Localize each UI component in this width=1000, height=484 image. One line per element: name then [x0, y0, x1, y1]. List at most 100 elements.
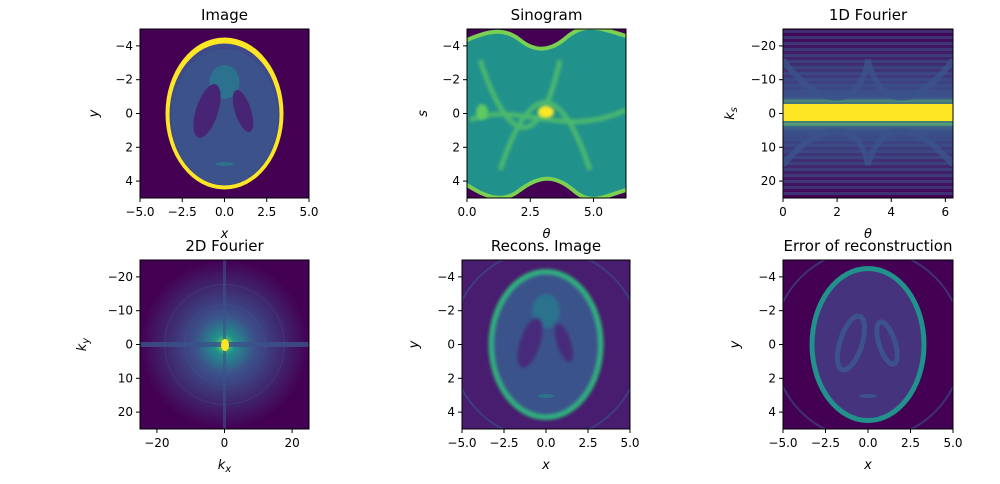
- x-tick-label: 0: [221, 436, 229, 450]
- x-tick-label: 2: [833, 205, 841, 219]
- panel-image-ylabel: y: [87, 109, 102, 118]
- phantom-small-dot: [215, 162, 234, 166]
- panel-image: Image −5.0 −2.5 0.0 2.5 5.0 −4 −2 0 2 4 x y: [87, 6, 319, 242]
- y-tick-label: −4: [442, 39, 460, 53]
- x-tick-label: −2.5: [811, 436, 840, 450]
- error-outer-ring: [809, 266, 927, 423]
- y-tick-label: −10: [751, 73, 776, 87]
- panel-image-title: Image: [201, 6, 248, 24]
- panel-image-ticks: −5.0 −2.5 0.0 2.5 5.0 −4 −2 0 2 4: [115, 39, 318, 219]
- phantom-dark-right: [232, 89, 254, 133]
- phantom-dark-left: [193, 84, 221, 138]
- panel-recons-ylabel: y: [407, 340, 422, 349]
- panel-fourier1d: 1D Fourier 0 2 4 6 −20 −10 0 10 20 θ ks: [723, 6, 954, 242]
- fourier1d-bright-band: [783, 104, 953, 121]
- y-tick-label: −20: [751, 39, 776, 53]
- panel-fourier2d-title: 2D Fourier: [185, 237, 264, 255]
- panel-recons-ticks: −5.0 −2.5 0.0 2.5 5.0 −4 −2 0 2 4: [437, 270, 639, 450]
- y-tick-label: −4: [437, 270, 455, 284]
- x-tick-label: 6: [942, 205, 950, 219]
- panel-fourier2d-ylabel: ky: [75, 337, 92, 352]
- y-tick-label: 10: [761, 140, 776, 154]
- panel-sinogram-title: Sinogram: [511, 6, 583, 24]
- y-tick-label: 4: [447, 405, 455, 419]
- panel-fourier1d-heatmap: [783, 29, 953, 198]
- y-tick-label: 0: [768, 107, 776, 121]
- panel-fourier1d-ticks: 0 2 4 6 −20 −10 0 10 20: [751, 39, 949, 219]
- phantom-inner-ellipse: [171, 49, 278, 185]
- panel-sinogram-heatmap: [467, 29, 626, 198]
- y-tick-label: 4: [452, 174, 460, 188]
- x-tick-label: −20: [144, 436, 169, 450]
- x-tick-label: 4: [887, 205, 895, 219]
- y-tick-label: 0: [452, 107, 460, 121]
- panel-sinogram-ylabel: s: [416, 110, 431, 117]
- y-tick-label: 2: [452, 140, 460, 154]
- x-tick-label: 5.0: [620, 436, 639, 450]
- x-tick-label: −5.0: [447, 436, 476, 450]
- y-tick-label: 2: [768, 371, 776, 385]
- panel-sinogram: Sinogram 0.0 2.5 5.0 −4 −2 0 2 4 θ s: [416, 6, 627, 242]
- x-tick-label: 0.0: [215, 205, 234, 219]
- sinogram-bright-spot: [538, 106, 554, 118]
- x-tick-label: 2.5: [578, 436, 597, 450]
- x-tick-label: −5.0: [125, 205, 154, 219]
- panel-image-heatmap: [140, 29, 309, 198]
- x-tick-label: −2.5: [168, 205, 197, 219]
- panel-fourier1d-xlabel: θ: [864, 227, 872, 242]
- x-tick-label: 0.0: [858, 436, 877, 450]
- x-tick-label: 0.0: [457, 205, 476, 219]
- y-tick-label: 0: [125, 107, 133, 121]
- panel-error: Error of reconstruction −5.0 −2.5 0.0 2.5 5.…: [728, 237, 963, 473]
- panel-error-title: Error of reconstruction: [784, 237, 953, 255]
- x-tick-label: 0: [779, 205, 787, 219]
- y-tick-label: −4: [115, 39, 133, 53]
- x-tick-label: 2.5: [257, 205, 276, 219]
- y-tick-label: −10: [108, 304, 133, 318]
- y-tick-label: −2: [758, 304, 776, 318]
- y-tick-label: −4: [758, 270, 776, 284]
- panel-error-ylabel: y: [728, 340, 743, 349]
- panel-recons: Recons. Image −5.0 −2.5 0.0 2.5 5.0 −4 −2 0 2 4 x…: [407, 237, 640, 473]
- y-tick-label: 10: [118, 371, 133, 385]
- y-tick-label: 0: [125, 338, 133, 352]
- panel-error-xlabel: x: [863, 458, 872, 473]
- panel-recons-heatmap: [462, 260, 630, 429]
- x-tick-label: −5.0: [768, 436, 797, 450]
- y-tick-label: 2: [447, 371, 455, 385]
- y-tick-label: −2: [437, 304, 455, 318]
- y-tick-label: 2: [125, 140, 133, 154]
- panel-sinogram-xlabel: θ: [543, 227, 551, 242]
- x-tick-label: 5.0: [584, 205, 603, 219]
- y-tick-label: 20: [761, 174, 776, 188]
- y-tick-label: 4: [768, 405, 776, 419]
- panel-fourier2d-heatmap: [140, 260, 309, 429]
- x-tick-label: 5.0: [299, 205, 318, 219]
- panel-sinogram-ticks: 0.0 2.5 5.0 −4 −2 0 2 4: [442, 39, 603, 219]
- y-tick-label: 0: [447, 338, 455, 352]
- x-tick-label: 20: [284, 436, 299, 450]
- x-tick-label: 5.0: [943, 436, 962, 450]
- y-tick-label: −2: [442, 73, 460, 87]
- panel-fourier2d-xlabel: kx: [218, 458, 232, 475]
- recons-outer-ring: [488, 269, 604, 420]
- y-tick-label: 4: [125, 174, 133, 188]
- panel-recons-xlabel: x: [541, 458, 550, 473]
- y-tick-label: −20: [108, 270, 133, 284]
- fourier2d-peak: [221, 339, 229, 351]
- panel-fourier1d-title: 1D Fourier: [829, 6, 908, 24]
- panel-recons-title: Recons. Image: [491, 237, 601, 255]
- panel-fourier2d-ticks: −20 0 20 −20 −10 0 10 20: [108, 270, 300, 450]
- x-tick-label: 2.5: [521, 205, 540, 219]
- x-tick-label: −2.5: [489, 436, 518, 450]
- panel-fourier1d-ylabel: ks: [723, 107, 740, 120]
- panel-error-ticks: −5.0 −2.5 0.0 2.5 5.0 −4 −2 0 2 4: [758, 270, 962, 450]
- y-tick-label: −2: [115, 73, 133, 87]
- panel-fourier2d: 2D Fourier −20 0 20 −20 −10 0 10 20 kx ky: [75, 237, 310, 475]
- x-tick-label: 2.5: [901, 436, 920, 450]
- y-tick-label: 0: [768, 338, 776, 352]
- panel-error-heatmap: [783, 260, 953, 429]
- panel-image-xlabel: x: [220, 227, 229, 242]
